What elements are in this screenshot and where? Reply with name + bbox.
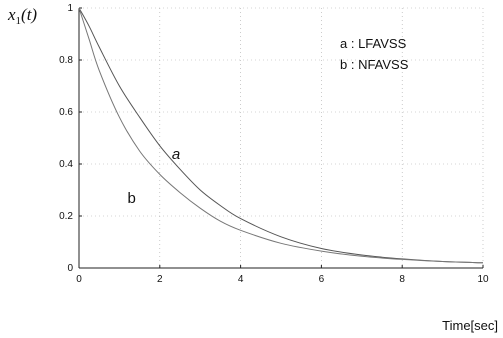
axes — [78, 7, 484, 269]
y-axis-label-main: x — [7, 5, 16, 24]
y-axis-label: x1(t) — [7, 5, 37, 27]
y-tick-label-5: 1 — [67, 3, 73, 14]
y-tick-label-2: 0.4 — [59, 159, 73, 170]
y-axis-label-sub: 1 — [16, 15, 22, 27]
x-tick-labels: 0 2 4 6 8 10 — [76, 274, 489, 285]
legend-entry-b: b : NFAVSS — [340, 57, 409, 72]
series-line-b — [78, 7, 484, 264]
x-tick-label-5: 10 — [477, 274, 489, 285]
x-axis-label: Time[sec] — [442, 318, 498, 333]
y-tick-labels: 0 0.2 0.4 0.6 0.8 1 — [59, 3, 73, 274]
x-tick-label-4: 8 — [399, 274, 405, 285]
series-lines — [78, 7, 484, 264]
y-tick-label-1: 0.2 — [59, 211, 73, 222]
y-axis-label-arg: (t) — [21, 5, 37, 24]
x-tick-label-0: 0 — [76, 274, 82, 285]
y-tick-label-0: 0 — [67, 263, 73, 274]
x-tick-label-2: 4 — [238, 274, 244, 285]
curve-annotations: ab — [127, 146, 180, 207]
series-line-a — [78, 7, 484, 264]
legend-entry-a: a : LFAVSS — [340, 36, 407, 51]
grid-lines — [79, 8, 483, 268]
y-tick-label-3: 0.6 — [59, 107, 73, 118]
curve-label-a: a — [172, 146, 180, 163]
curve-label-b: b — [127, 190, 135, 207]
legend: a : LFAVSS b : NFAVSS — [340, 36, 409, 72]
x-tick-label-3: 6 — [319, 274, 325, 285]
y-tick-label-4: 0.8 — [59, 55, 73, 66]
x-tick-label-1: 2 — [157, 274, 163, 285]
